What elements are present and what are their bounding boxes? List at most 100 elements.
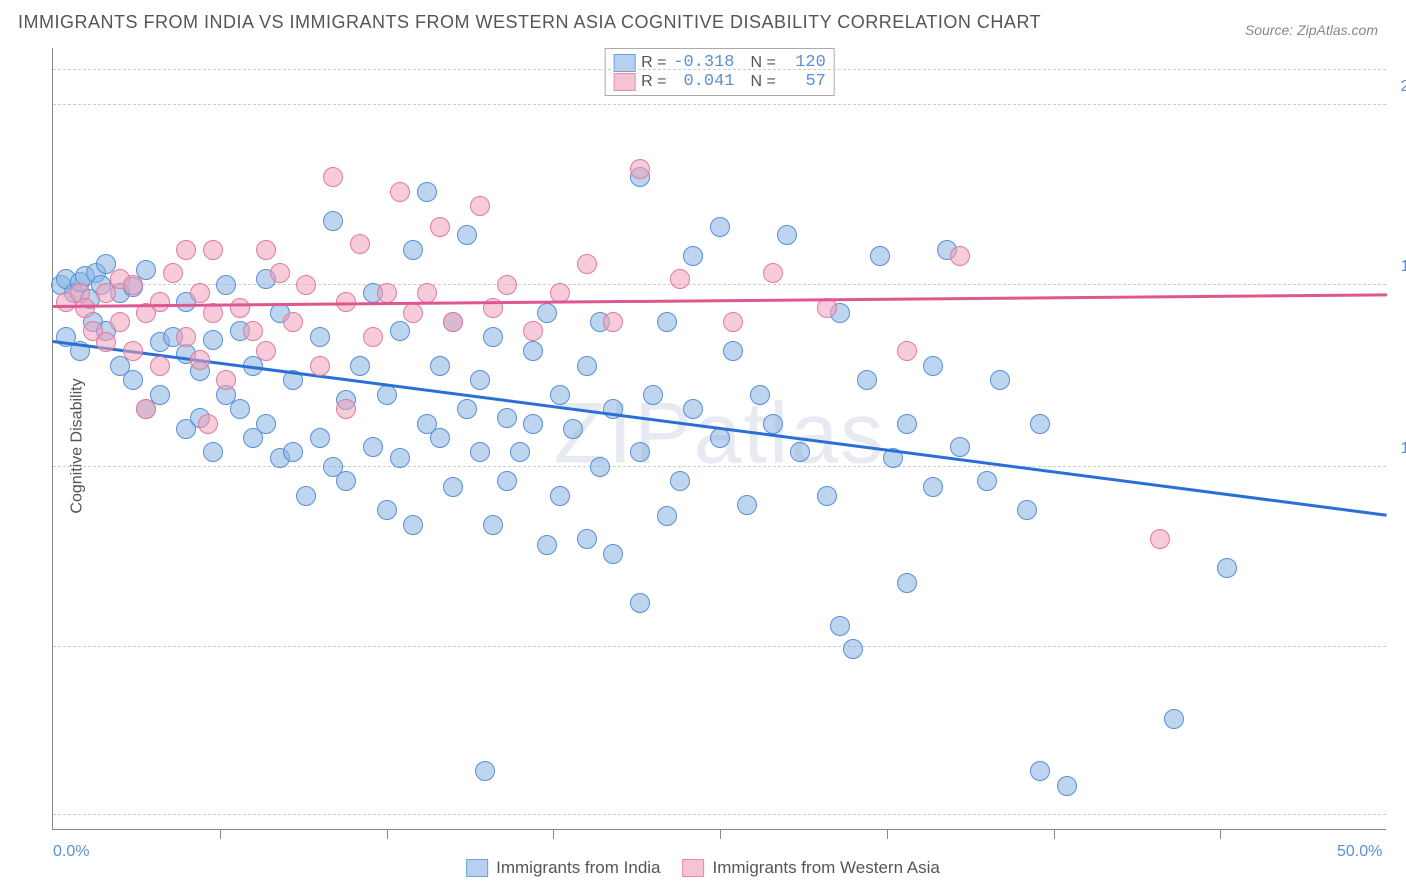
legend-label: Immigrants from Western Asia [713, 858, 940, 878]
legend-item: Immigrants from Western Asia [683, 858, 940, 878]
data-point-india [563, 419, 583, 439]
data-point-western_asia [723, 312, 743, 332]
data-point-western_asia [497, 275, 517, 295]
x-tick-label: 0.0% [53, 843, 89, 861]
gridline [53, 284, 1386, 285]
r-value: 0.041 [673, 72, 735, 91]
data-point-western_asia [390, 182, 410, 202]
data-point-western_asia [763, 263, 783, 283]
x-tick [220, 829, 221, 839]
data-point-india [296, 486, 316, 506]
data-point-india [710, 428, 730, 448]
data-point-india [763, 414, 783, 434]
data-point-india [216, 275, 236, 295]
data-point-india [510, 442, 530, 462]
data-point-india [657, 506, 677, 526]
data-point-western_asia [523, 321, 543, 341]
data-point-western_asia [163, 263, 183, 283]
gridline [53, 69, 1386, 70]
data-point-western_asia [323, 167, 343, 187]
data-point-western_asia [417, 283, 437, 303]
data-point-western_asia [403, 303, 423, 323]
data-point-india [923, 477, 943, 497]
data-point-western_asia [123, 275, 143, 295]
data-point-india [377, 385, 397, 405]
data-point-western_asia [603, 312, 623, 332]
trend-line-western_asia [53, 294, 1387, 308]
data-point-western_asia [190, 283, 210, 303]
data-point-western_asia [150, 356, 170, 376]
data-point-india [777, 225, 797, 245]
data-point-india [310, 327, 330, 347]
data-point-india [497, 408, 517, 428]
data-point-western_asia [198, 414, 218, 434]
data-point-western_asia [443, 312, 463, 332]
data-point-western_asia [243, 321, 263, 341]
data-point-western_asia [110, 312, 130, 332]
data-point-india [323, 211, 343, 231]
x-tick [1220, 829, 1221, 839]
n-value: 57 [782, 72, 826, 91]
data-point-india [603, 544, 623, 564]
data-point-india [417, 182, 437, 202]
data-point-western_asia [176, 327, 196, 347]
data-point-western_asia [190, 350, 210, 370]
data-point-india [537, 303, 557, 323]
data-point-western_asia [230, 298, 250, 318]
data-point-india [897, 573, 917, 593]
data-point-western_asia [203, 303, 223, 323]
data-point-india [1217, 558, 1237, 578]
data-point-western_asia [1150, 529, 1170, 549]
data-point-india [737, 495, 757, 515]
data-point-india [923, 356, 943, 376]
data-point-india [790, 442, 810, 462]
data-point-western_asia [136, 399, 156, 419]
data-point-india [390, 321, 410, 341]
data-point-western_asia [203, 240, 223, 260]
data-point-western_asia [96, 332, 116, 352]
data-point-western_asia [256, 341, 276, 361]
data-point-india [990, 370, 1010, 390]
data-point-india [1057, 776, 1077, 796]
data-point-india [577, 356, 597, 376]
data-point-india [310, 428, 330, 448]
data-point-india [537, 535, 557, 555]
data-point-western_asia [470, 196, 490, 216]
data-point-india [590, 457, 610, 477]
data-point-india [1030, 761, 1050, 781]
legend-swatch [466, 859, 488, 877]
data-point-india [350, 356, 370, 376]
data-point-india [390, 448, 410, 468]
data-point-western_asia [377, 283, 397, 303]
x-tick-label: 50.0% [1337, 843, 1382, 861]
data-point-india [577, 529, 597, 549]
data-point-western_asia [336, 399, 356, 419]
data-point-india [377, 500, 397, 520]
data-point-india [857, 370, 877, 390]
data-point-india [550, 486, 570, 506]
data-point-india [843, 639, 863, 659]
r-label: R = [641, 73, 666, 91]
data-point-india [1164, 709, 1184, 729]
data-point-india [470, 442, 490, 462]
data-point-india [1017, 500, 1037, 520]
data-point-india [897, 414, 917, 434]
gridline [53, 646, 1386, 647]
data-point-india [643, 385, 663, 405]
data-point-india [630, 593, 650, 613]
data-point-india [523, 341, 543, 361]
data-point-india [403, 240, 423, 260]
data-point-western_asia [950, 246, 970, 266]
x-tick [720, 829, 721, 839]
data-point-western_asia [897, 341, 917, 361]
data-point-western_asia [283, 312, 303, 332]
data-point-india [203, 442, 223, 462]
data-point-india [443, 477, 463, 497]
data-point-india [683, 399, 703, 419]
data-point-india [723, 341, 743, 361]
y-tick-label: 18.8% [1401, 258, 1406, 276]
legend-label: Immigrants from India [496, 858, 660, 878]
data-point-india [123, 370, 143, 390]
data-point-india [950, 437, 970, 457]
gridline [53, 466, 1386, 467]
